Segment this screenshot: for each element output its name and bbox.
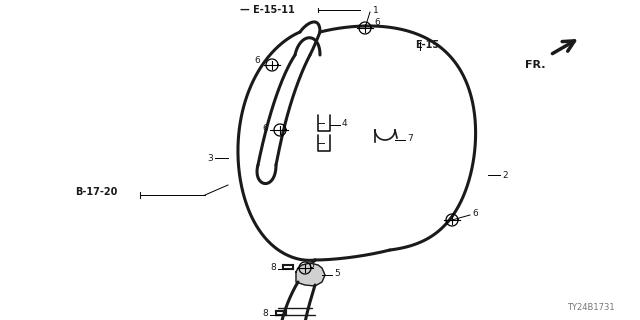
Text: 8: 8: [262, 308, 268, 317]
Text: 6: 6: [374, 18, 380, 27]
Text: 8: 8: [270, 262, 276, 271]
Text: 3: 3: [207, 154, 213, 163]
Text: E-15: E-15: [415, 40, 439, 50]
Text: — E-15-11: — E-15-11: [240, 5, 295, 15]
Text: 6: 6: [308, 260, 314, 269]
Text: FR.: FR.: [525, 60, 545, 70]
Text: B-17-20: B-17-20: [75, 187, 117, 197]
Text: 1: 1: [373, 5, 379, 14]
Text: TY24B1731: TY24B1731: [568, 303, 615, 312]
Text: 4: 4: [342, 118, 348, 127]
Polygon shape: [296, 263, 325, 286]
Text: 6: 6: [472, 209, 477, 218]
Text: 2: 2: [502, 171, 508, 180]
Text: 6: 6: [262, 124, 268, 132]
Text: 7: 7: [407, 133, 413, 142]
Text: 6: 6: [254, 55, 260, 65]
Text: 5: 5: [334, 268, 340, 277]
